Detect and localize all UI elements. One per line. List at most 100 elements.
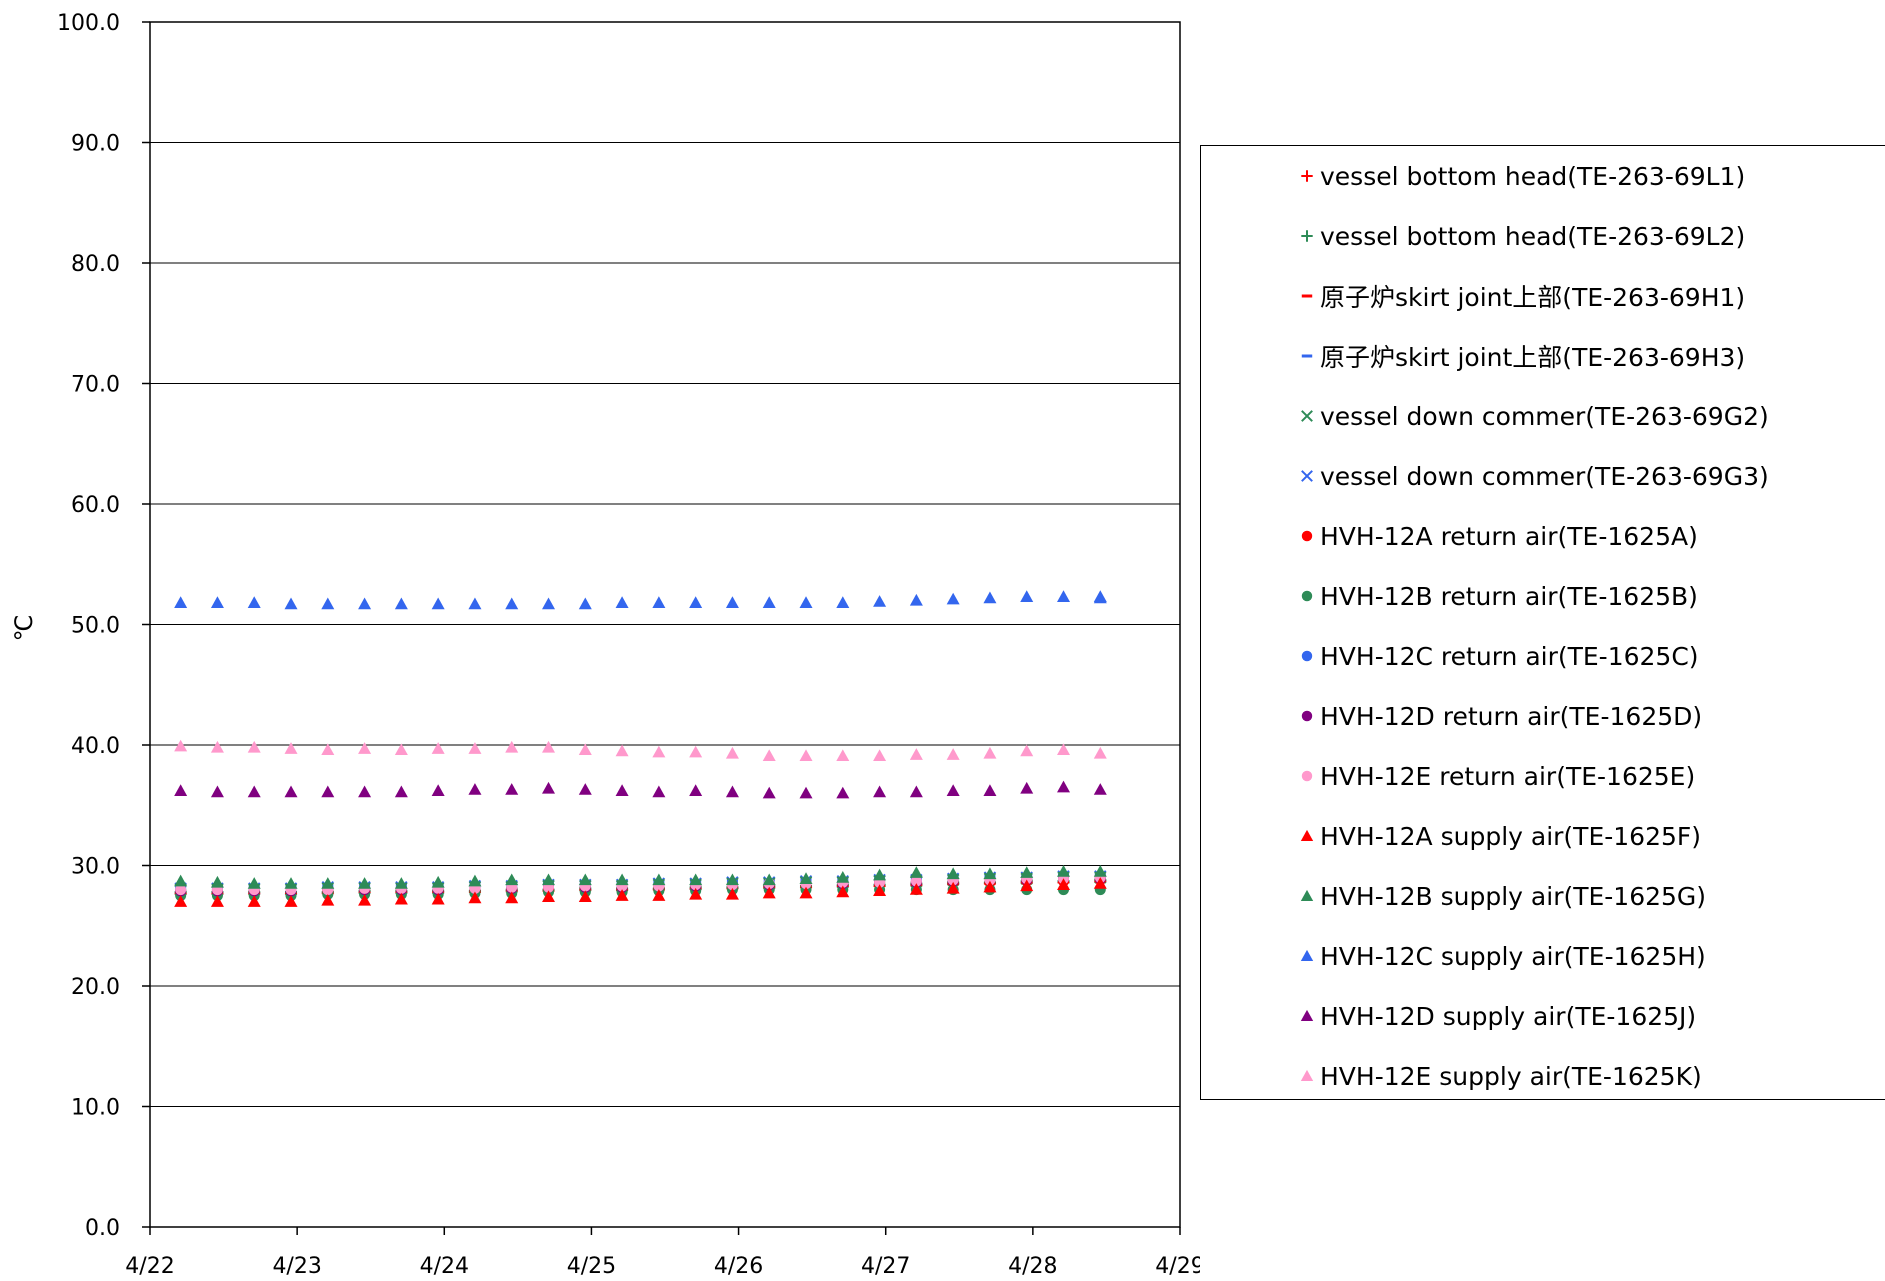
data-point [615, 873, 629, 886]
legend-item: vessel down commer(TE-263-69G2) [1296, 396, 1769, 436]
legend-item: HVH-12D return air(TE-1625D) [1296, 696, 1702, 736]
data-point [725, 596, 739, 609]
data-point [284, 597, 298, 610]
data-point [946, 748, 960, 760]
data-point [210, 895, 224, 907]
legend-marker-shape [1300, 1009, 1314, 1021]
legend-marker-shape [1301, 470, 1313, 482]
series-15 [174, 739, 1107, 762]
legend-label: vessel bottom head(TE-263-69L2) [1320, 221, 1746, 251]
legend-label: HVH-12B supply air(TE-1625G) [1320, 881, 1707, 911]
data-point [578, 597, 592, 610]
x-tick-label: 4/28 [1008, 1254, 1057, 1279]
data-point [321, 597, 335, 610]
legend-item: HVH-12A supply air(TE-1625F) [1296, 816, 1701, 856]
legend-label: vessel down commer(TE-263-69G3) [1320, 461, 1769, 491]
data-point [1093, 590, 1107, 602]
data-point [1020, 590, 1034, 602]
legend-label: vessel bottom head(TE-263-69L1) [1320, 161, 1746, 191]
grid-lines [150, 142, 1180, 1107]
series-11 [174, 877, 1107, 907]
legend-label: HVH-12A return air(TE-1625A) [1320, 521, 1698, 551]
data-point [358, 597, 372, 610]
legend-marker-shape [1301, 770, 1313, 782]
legend-marker-cross [1301, 470, 1313, 482]
legend-marker-shape [1301, 530, 1313, 542]
x-axis: 4/22 4/23 4/24 4/25 4/26 4/27 4/28 4/29 [125, 1227, 1200, 1279]
data-point [615, 784, 629, 796]
data-point [615, 744, 629, 757]
y-tick-label: 90.0 [71, 132, 120, 157]
data-point [175, 884, 187, 896]
legend-label: vessel down commer(TE-263-69G2) [1320, 401, 1769, 431]
y-tick-label: 70.0 [71, 373, 120, 398]
series-13 [174, 590, 1107, 610]
data-point [689, 873, 703, 886]
data-point [358, 785, 372, 798]
legend-marker-circle [1301, 770, 1313, 782]
data-point [689, 596, 703, 609]
data-point [174, 895, 188, 907]
legend-item: HVH-12B supply air(TE-1625G) [1296, 876, 1706, 916]
data-point [542, 740, 556, 753]
legend-marker-triangle [1300, 889, 1314, 901]
legend-label: HVH-12D return air(TE-1625D) [1320, 701, 1703, 731]
series-12 [174, 865, 1107, 889]
data-point [247, 740, 261, 753]
legend-item: HVH-12D supply air(TE-1625J) [1296, 996, 1696, 1036]
data-point [1093, 865, 1107, 877]
data-point [174, 874, 188, 887]
legend-marker-dash [1301, 294, 1313, 298]
data-point [725, 746, 739, 759]
legend-marker-dash [1301, 354, 1313, 358]
data-point [946, 881, 960, 894]
data-point [873, 595, 887, 607]
data-point [284, 895, 298, 907]
data-point [321, 893, 335, 906]
data-point [762, 886, 776, 899]
data-point [394, 785, 408, 798]
data-point [762, 596, 776, 609]
data-point [431, 892, 445, 905]
data-point [725, 873, 739, 886]
data-point [210, 785, 224, 798]
data-point [689, 784, 703, 796]
y-tick-label: 100.0 [57, 11, 120, 36]
data-point [578, 873, 592, 886]
legend-item: HVH-12C supply air(TE-1625H) [1296, 936, 1706, 976]
series-14 [174, 780, 1107, 799]
data-point [468, 597, 482, 610]
data-point [321, 743, 335, 756]
data-point [652, 745, 666, 758]
data-point [983, 867, 997, 880]
data-point [799, 749, 813, 762]
data-point [910, 875, 922, 887]
data-point [505, 873, 519, 886]
data-point [836, 596, 850, 609]
data-point [836, 885, 850, 898]
data-point [1020, 866, 1034, 878]
data-point [542, 890, 556, 903]
legend-item: vessel bottom head(TE-263-69L2) [1296, 216, 1745, 256]
data-point [394, 597, 408, 610]
data-point [542, 597, 556, 610]
legend-label: HVH-12C return air(TE-1625C) [1320, 641, 1699, 671]
legend-item: 原子炉skirt joint上部(TE-263-69H1) [1296, 276, 1745, 316]
data-point [652, 873, 666, 886]
data-point [836, 749, 850, 762]
data-point [983, 880, 997, 893]
legend-marker-cross [1301, 410, 1313, 422]
data-point [725, 785, 739, 798]
data-point [284, 877, 298, 889]
data-point [799, 886, 813, 899]
legend-item: HVH-12C return air(TE-1625C) [1296, 636, 1699, 676]
y-tick-label: 10.0 [71, 1096, 120, 1121]
data-point [909, 785, 923, 798]
y-tick-label: 30.0 [71, 855, 120, 880]
legend-marker-shape [1301, 230, 1313, 242]
data-point [762, 873, 776, 886]
data-point [321, 877, 335, 889]
x-tick-label: 4/24 [420, 1254, 469, 1279]
data-point [799, 596, 813, 609]
data-point [358, 893, 372, 906]
